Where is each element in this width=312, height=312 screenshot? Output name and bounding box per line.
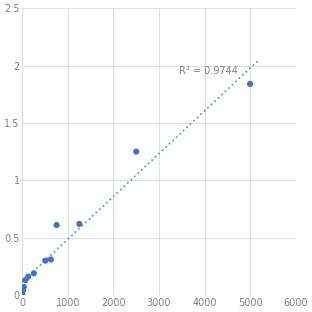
Point [20, 293, 25, 298]
Point [134, 149, 139, 154]
Text: R² = 0.9744: R² = 0.9744 [179, 66, 238, 76]
Point [43, 258, 48, 263]
Point [31, 271, 36, 276]
Point [23, 278, 28, 283]
Point [247, 81, 252, 86]
Point [21, 288, 26, 293]
Point [77, 222, 82, 227]
Point [48, 257, 53, 262]
Point [54, 222, 59, 227]
Point [26, 274, 31, 279]
Point [21, 285, 26, 290]
